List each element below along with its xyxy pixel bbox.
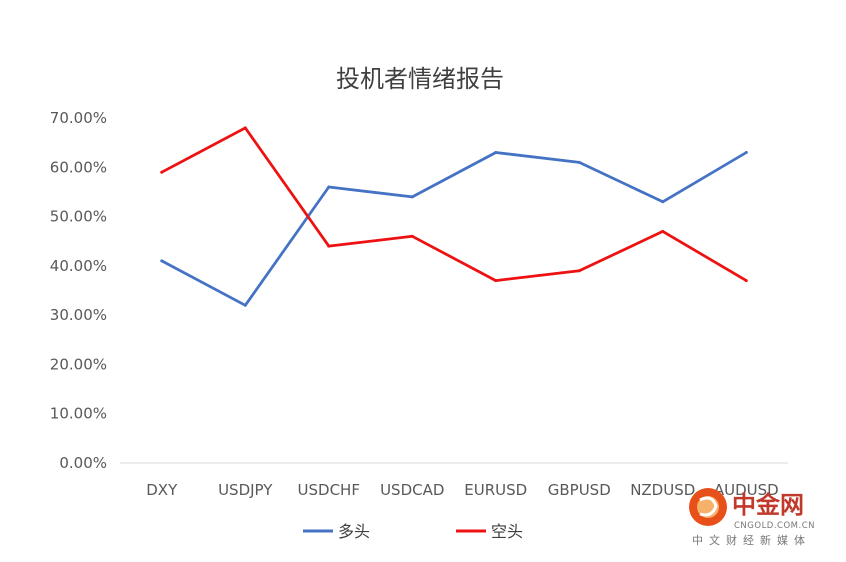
x-tick-label: DXY [146,481,178,499]
legend: 多头 空头 [303,522,523,541]
chart-title: 投机者情绪报告 [336,65,504,93]
series-line-1 [160,126,748,282]
x-tick-label: NZDUSD [630,481,695,499]
data-point [160,259,164,263]
data-point [494,151,498,154]
data-point [410,234,414,238]
data-point [744,279,748,283]
y-tick-label: 50.00% [50,208,107,226]
x-tick-label: USDJPY [218,481,273,499]
x-tick-label: GBPUSD [548,481,611,499]
y-tick-label: 60.00% [50,158,107,176]
y-tick-label: 40.00% [50,257,107,275]
series-line-0 [160,151,748,307]
legend-label: 空头 [491,522,523,541]
data-point [661,200,665,204]
data-point [577,269,581,273]
data-point [243,303,247,307]
data-point [577,160,581,164]
x-tick-label: USDCHF [298,481,360,499]
x-tick-label: USDCAD [380,481,444,499]
x-tick-label: EURUSD [464,481,527,499]
data-point [410,195,414,199]
data-point [160,170,164,174]
watermark: 中金网 CNGOLD.COM.CN 中文财经新媒体 [689,488,815,547]
y-tick-label: 0.00% [59,454,107,472]
y-axis: 0.00% 10.00% 20.00% 30.00% 40.00% 50.00% 60.00… [50,109,107,472]
watermark-url-text: CNGOLD.COM.CN [734,521,815,531]
x-axis: DXY USDJPY USDCHF USDCAD EURUSD GBPUSD NZDUSD A… [120,462,788,499]
series-layer [160,126,748,307]
data-point [243,126,247,130]
data-point [327,185,331,189]
x-tick-label: AUDUSD [714,481,779,499]
y-tick-label: 10.00% [50,405,107,423]
watermark-logo-text: 中金网 [732,491,804,519]
y-tick-label: 20.00% [50,355,107,373]
y-tick-label: 70.00% [50,109,107,127]
data-point [744,151,748,154]
cngold-logo-icon [689,488,727,526]
legend-label: 多头 [338,522,370,541]
y-tick-label: 30.00% [50,306,107,324]
data-point [494,279,498,283]
data-point [327,244,331,248]
watermark-subtitle-text: 中文财经新媒体 [692,533,811,547]
data-point [661,229,665,233]
